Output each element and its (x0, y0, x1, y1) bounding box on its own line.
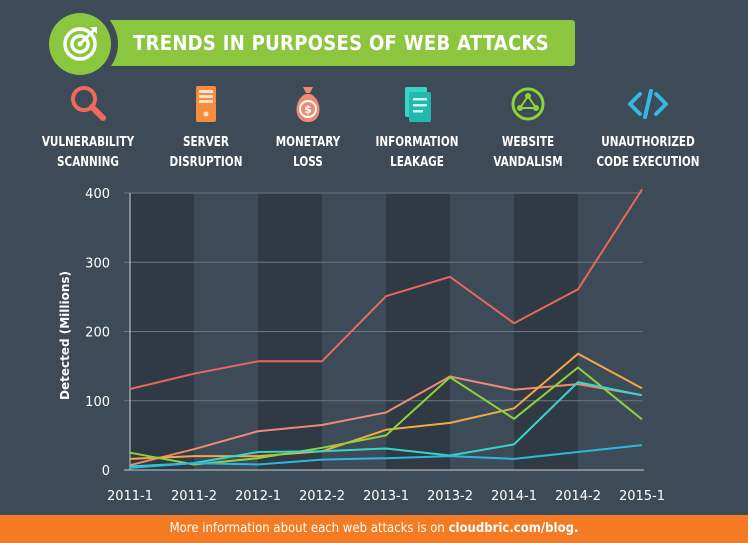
x-tick-label: 2012-2 (299, 489, 345, 504)
category-label: VULNERABILITY SCANNING (41, 134, 135, 170)
category-vulnerability-scanning: VULNERABILITY SCANNING (26, 82, 150, 172)
footer-text: More information about each web attacks … (169, 521, 449, 536)
category-information-leakage: INFORMATION LEAKAGE (355, 82, 479, 172)
footer-link[interactable]: cloudbric.com/blog. (448, 521, 579, 536)
series-line-server-disruption (129, 352, 643, 460)
x-tick-label: 2014-1 (491, 489, 537, 504)
x-tick-label: 2011-2 (171, 489, 217, 504)
series-line-information-leakage (129, 381, 643, 468)
category-label: MONETARY LOSS (275, 134, 341, 170)
series-line-monetary-loss (129, 375, 643, 467)
y-tick-label: 200 (85, 326, 110, 341)
server-icon (196, 86, 216, 122)
page-title: TRENDS IN PURPOSES OF WEB ATTACKS (133, 31, 549, 55)
category-label: SERVER DISRUPTION (169, 134, 243, 170)
category-unauthorized-code-execution: UNAUTHORIZED CODE EXECUTION (586, 82, 710, 172)
document-icon (405, 87, 431, 122)
x-tick-label: 2013-2 (427, 489, 473, 504)
category-server-disruption: SERVER DISRUPTION (144, 82, 268, 172)
line-chart: 0 100 200 300 400 2011-1 2011-2 2012-1 2012-2 201… (58, 187, 665, 504)
category-website-vandalism: WEBSITE VANDALISM (466, 82, 590, 172)
x-tick-label: 2012-1 (235, 489, 281, 504)
series-line-unauthorized-code-execution (129, 444, 643, 469)
y-tick-label: 0 (102, 464, 110, 479)
x-tick-label: 2013-1 (363, 489, 409, 504)
category-monetary-loss: $ MONETARY LOSS (246, 82, 370, 172)
series-line-vulnerability-scanning (129, 188, 643, 390)
footer-banner: More information about each web attacks … (0, 515, 748, 543)
svg-text:$: $ (304, 103, 312, 116)
magnifier-icon (71, 86, 106, 121)
y-axis-label: Detected (Millions) (58, 271, 72, 400)
x-tick-label: 2014-2 (555, 489, 601, 504)
category-label: WEBSITE VANDALISM (493, 134, 563, 170)
title-banner: TRENDS IN PURPOSES OF WEB ATTACKS (95, 20, 575, 66)
y-tick-label: 300 (85, 256, 110, 271)
y-tick-label: 400 (85, 187, 110, 202)
category-label: INFORMATION LEAKAGE (375, 134, 459, 170)
x-tick-label: 2015-1 (619, 489, 665, 504)
logo-badge (42, 6, 118, 82)
x-tick-label: 2011-1 (107, 489, 153, 504)
category-label: UNAUTHORIZED CODE EXECUTION (596, 134, 700, 170)
globe-icon (511, 87, 545, 121)
target-icon (63, 27, 97, 61)
code-icon (628, 89, 668, 119)
series-line-website-vandalism (129, 366, 643, 466)
money-bag-icon: $ (296, 87, 320, 122)
y-tick-label: 100 (85, 395, 110, 410)
